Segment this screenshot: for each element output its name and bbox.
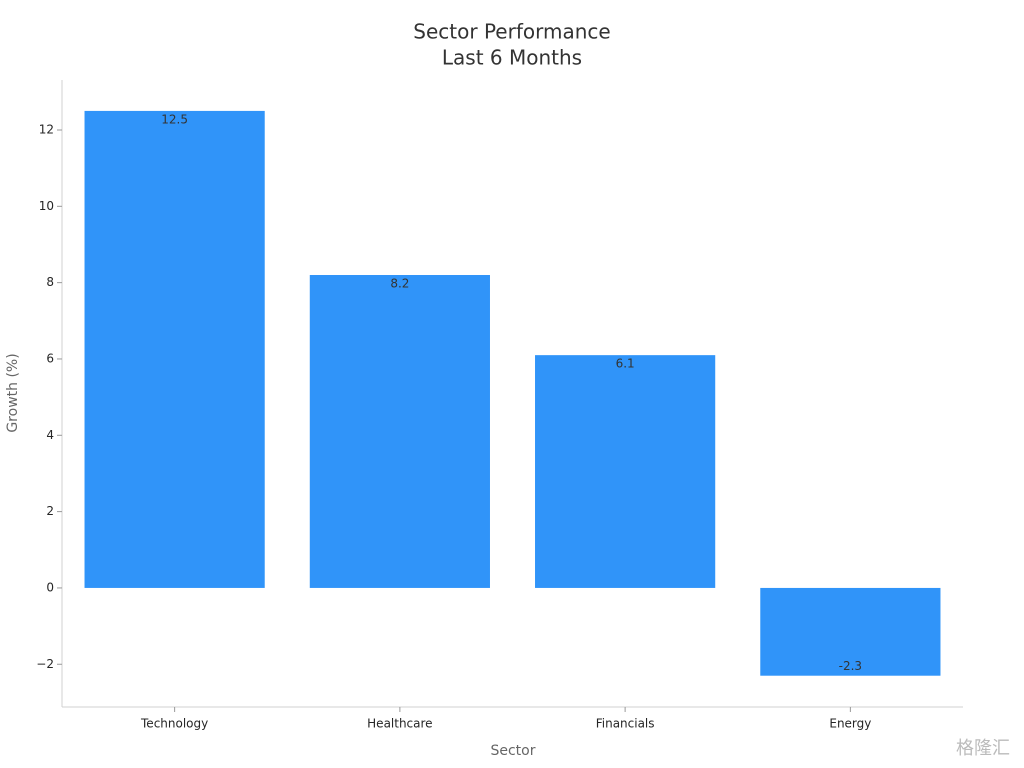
- x-tick-label: Healthcare: [367, 717, 432, 731]
- x-axis-label: Sector: [490, 743, 535, 759]
- value-label: 8.2: [390, 277, 409, 291]
- watermark: 格隆汇: [956, 738, 1010, 759]
- x-tick-label: Energy: [829, 717, 871, 731]
- bar: [760, 587, 941, 676]
- x-tick-label: Financials: [596, 717, 655, 731]
- x-tick-label: Technology: [140, 717, 208, 731]
- y-tick-label: 2: [46, 504, 54, 518]
- bar: [84, 110, 265, 588]
- chart-title: Sector Performance: [413, 20, 610, 44]
- y-tick-label: 0: [46, 580, 54, 594]
- value-label: -2.3: [839, 659, 862, 673]
- bar: [535, 355, 716, 588]
- y-tick-label: 4: [46, 428, 54, 442]
- bar: [309, 275, 490, 588]
- y-tick-label: 10: [39, 199, 54, 213]
- value-label: 6.1: [616, 357, 635, 371]
- y-tick-label: 8: [46, 275, 54, 289]
- y-axis-label: Growth (%): [5, 353, 21, 432]
- y-tick-label: −2: [36, 657, 54, 671]
- y-tick-label: 12: [39, 122, 54, 136]
- value-label: 12.5: [161, 112, 188, 126]
- chart-subtitle: Last 6 Months: [442, 46, 582, 70]
- y-tick-label: 6: [46, 351, 54, 365]
